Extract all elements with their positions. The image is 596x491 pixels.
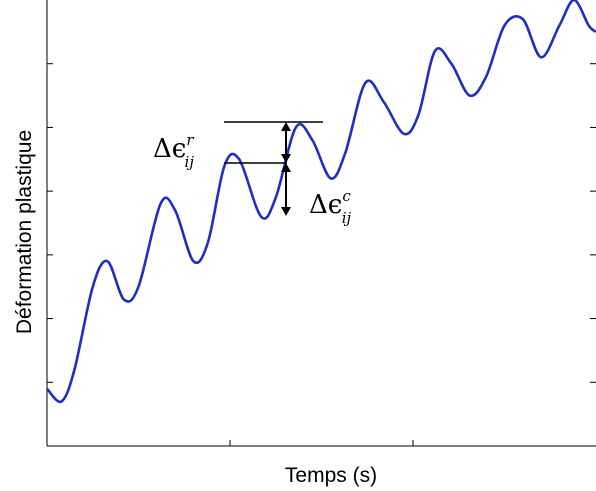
y-axis-label: Déformation plastique [13,130,36,334]
series-line-0 [46,0,596,404]
y-axis-ticks-right [590,63,596,383]
x-axis-label: Temps (s) [285,464,377,487]
x-axis-ticks [229,440,414,446]
plot-area [47,0,596,446]
annotation-delta-c: Δϵc ij [309,187,352,227]
series-layer [46,0,596,404]
annotation-delta-r: Δϵr ij [153,131,194,171]
delta-r-arrow [281,122,291,163]
annotation-layer: Δϵr ij Δϵc ij [153,121,352,227]
delta-c-arrow [281,163,291,216]
y-axis-ticks-left [47,63,53,383]
